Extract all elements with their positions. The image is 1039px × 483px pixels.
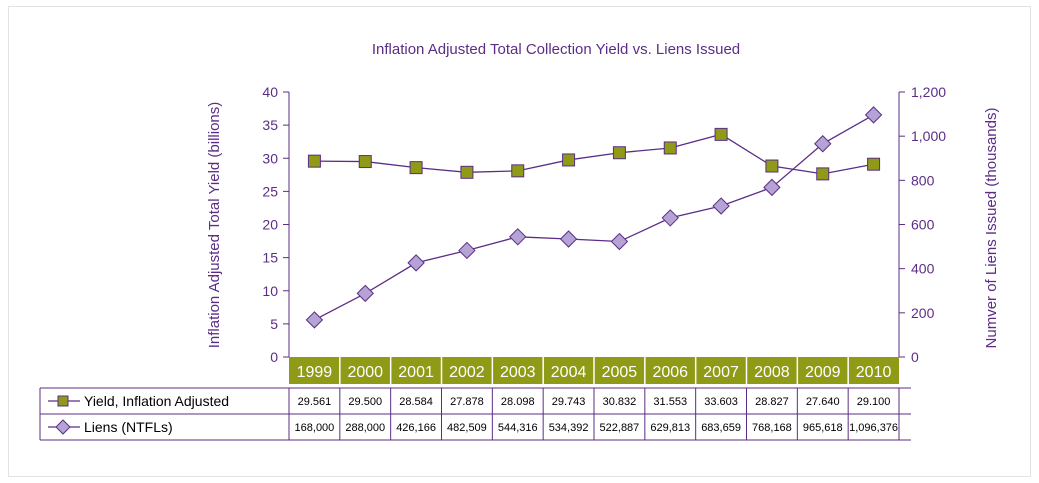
table-cell: 29.100: [857, 396, 891, 408]
legend-label: Yield, Inflation Adjusted: [84, 393, 229, 409]
x-tick-label: 2001: [398, 364, 434, 381]
table-cell: 27.878: [450, 396, 484, 408]
liens-point: [864, 106, 883, 124]
table-cell: 768,168: [752, 422, 792, 434]
legend-key-square: [57, 395, 69, 407]
y-axis-right-title: Numver of Liens Issued (thousands): [983, 108, 1000, 349]
series-line-2: [314, 114, 874, 321]
legend-label: Liens (NTFLs): [84, 419, 173, 435]
liens-point: [305, 311, 324, 329]
table-cell: 27.640: [806, 396, 840, 408]
chart-title: Inflation Adjusted Total Collection Yiel…: [372, 41, 740, 58]
y-left-tick-label: 15: [262, 250, 278, 266]
table-cell: 31.553: [653, 396, 687, 408]
axes: 051015202530354002004006008001,0001,2001…: [262, 84, 946, 384]
liens-point: [356, 284, 374, 303]
y-right-tick-label: 600: [911, 217, 935, 233]
table-cell: 28.098: [501, 396, 535, 408]
yield-point: [816, 167, 830, 181]
data-table: Yield, Inflation Adjusted 29.561 29.500 28.…: [39, 387, 911, 441]
y-right-tick-label: 200: [911, 305, 935, 321]
liens-point: [559, 230, 578, 248]
y-left-tick-label: 5: [270, 316, 278, 332]
y-right-tick-label: 0: [911, 349, 919, 365]
series-lines: [314, 114, 874, 321]
table-cell: 426,166: [396, 422, 436, 434]
x-tick-label: 2009: [805, 364, 841, 381]
x-tick-label: 2003: [500, 364, 536, 381]
x-tick-label: 2002: [449, 364, 485, 381]
table-cell: 482,509: [447, 422, 487, 434]
markers: [305, 106, 883, 329]
table-cell: 28.584: [399, 396, 433, 408]
liens-point: [407, 254, 425, 272]
x-tick-label: 2007: [703, 364, 739, 381]
table-cell: 168,000: [295, 422, 335, 434]
liens-point: [458, 241, 476, 260]
table-cell: 28.827: [755, 396, 789, 408]
yield-point: [511, 164, 525, 178]
table-cell: 30.832: [603, 396, 637, 408]
table-cell: 288,000: [345, 422, 385, 434]
table-cell: 522,887: [600, 422, 640, 434]
yield-point: [714, 127, 728, 141]
x-tick-label: 2010: [856, 364, 892, 381]
y-left-tick-label: 0: [270, 349, 278, 365]
y-left-tick-label: 40: [262, 84, 278, 100]
series-line-1: [314, 133, 874, 175]
x-tick-label: 2005: [602, 364, 638, 381]
x-tick-label: 2004: [551, 364, 587, 381]
y-left-tick-label: 35: [262, 117, 278, 133]
yield-point: [358, 155, 372, 169]
liens-point: [509, 228, 527, 246]
table-cell: 33.603: [704, 396, 738, 408]
y-right-tick-label: 800: [911, 172, 935, 188]
x-tick-label: 2000: [347, 364, 383, 381]
liens-point: [814, 135, 832, 153]
table-cell: 544,316: [498, 422, 538, 434]
table-cell: 629,813: [650, 422, 690, 434]
y-right-tick-label: 1,200: [911, 84, 946, 100]
y-left-tick-label: 10: [262, 283, 278, 299]
yield-point: [307, 154, 321, 168]
yield-point: [765, 159, 779, 173]
x-tick-label: 2008: [754, 364, 790, 381]
yield-point: [409, 161, 423, 175]
yield-point: [867, 157, 881, 171]
yield-point: [612, 146, 626, 160]
liens-point: [712, 197, 730, 215]
y-axis-left-title: Inflation Adjusted Total Yield (billions…: [206, 102, 223, 349]
table-cell: 29.743: [552, 396, 586, 408]
yield-point: [562, 153, 576, 167]
x-tick-label: 2006: [652, 364, 688, 381]
y-left-tick-label: 30: [262, 150, 278, 166]
y-right-tick-label: 1,000: [911, 128, 946, 144]
table-cell: 683,659: [701, 422, 741, 434]
y-right-tick-label: 400: [911, 261, 935, 277]
yield-point: [663, 141, 677, 155]
yield-point: [460, 165, 474, 179]
table-cell: 534,392: [549, 422, 589, 434]
table-cell: 1,096,376: [849, 422, 898, 434]
table-cell: 29.561: [298, 396, 332, 408]
table-cell: 29.500: [348, 396, 382, 408]
legend-key-diamond: [55, 419, 71, 435]
y-left-tick-label: 20: [262, 217, 278, 233]
table-cell: 965,618: [803, 422, 843, 434]
x-tick-label: 1999: [297, 364, 333, 381]
y-left-tick-label: 25: [262, 183, 278, 199]
chart-frame: [8, 6, 1031, 477]
liens-point: [763, 178, 781, 197]
liens-point: [661, 209, 679, 227]
liens-point: [610, 232, 629, 251]
